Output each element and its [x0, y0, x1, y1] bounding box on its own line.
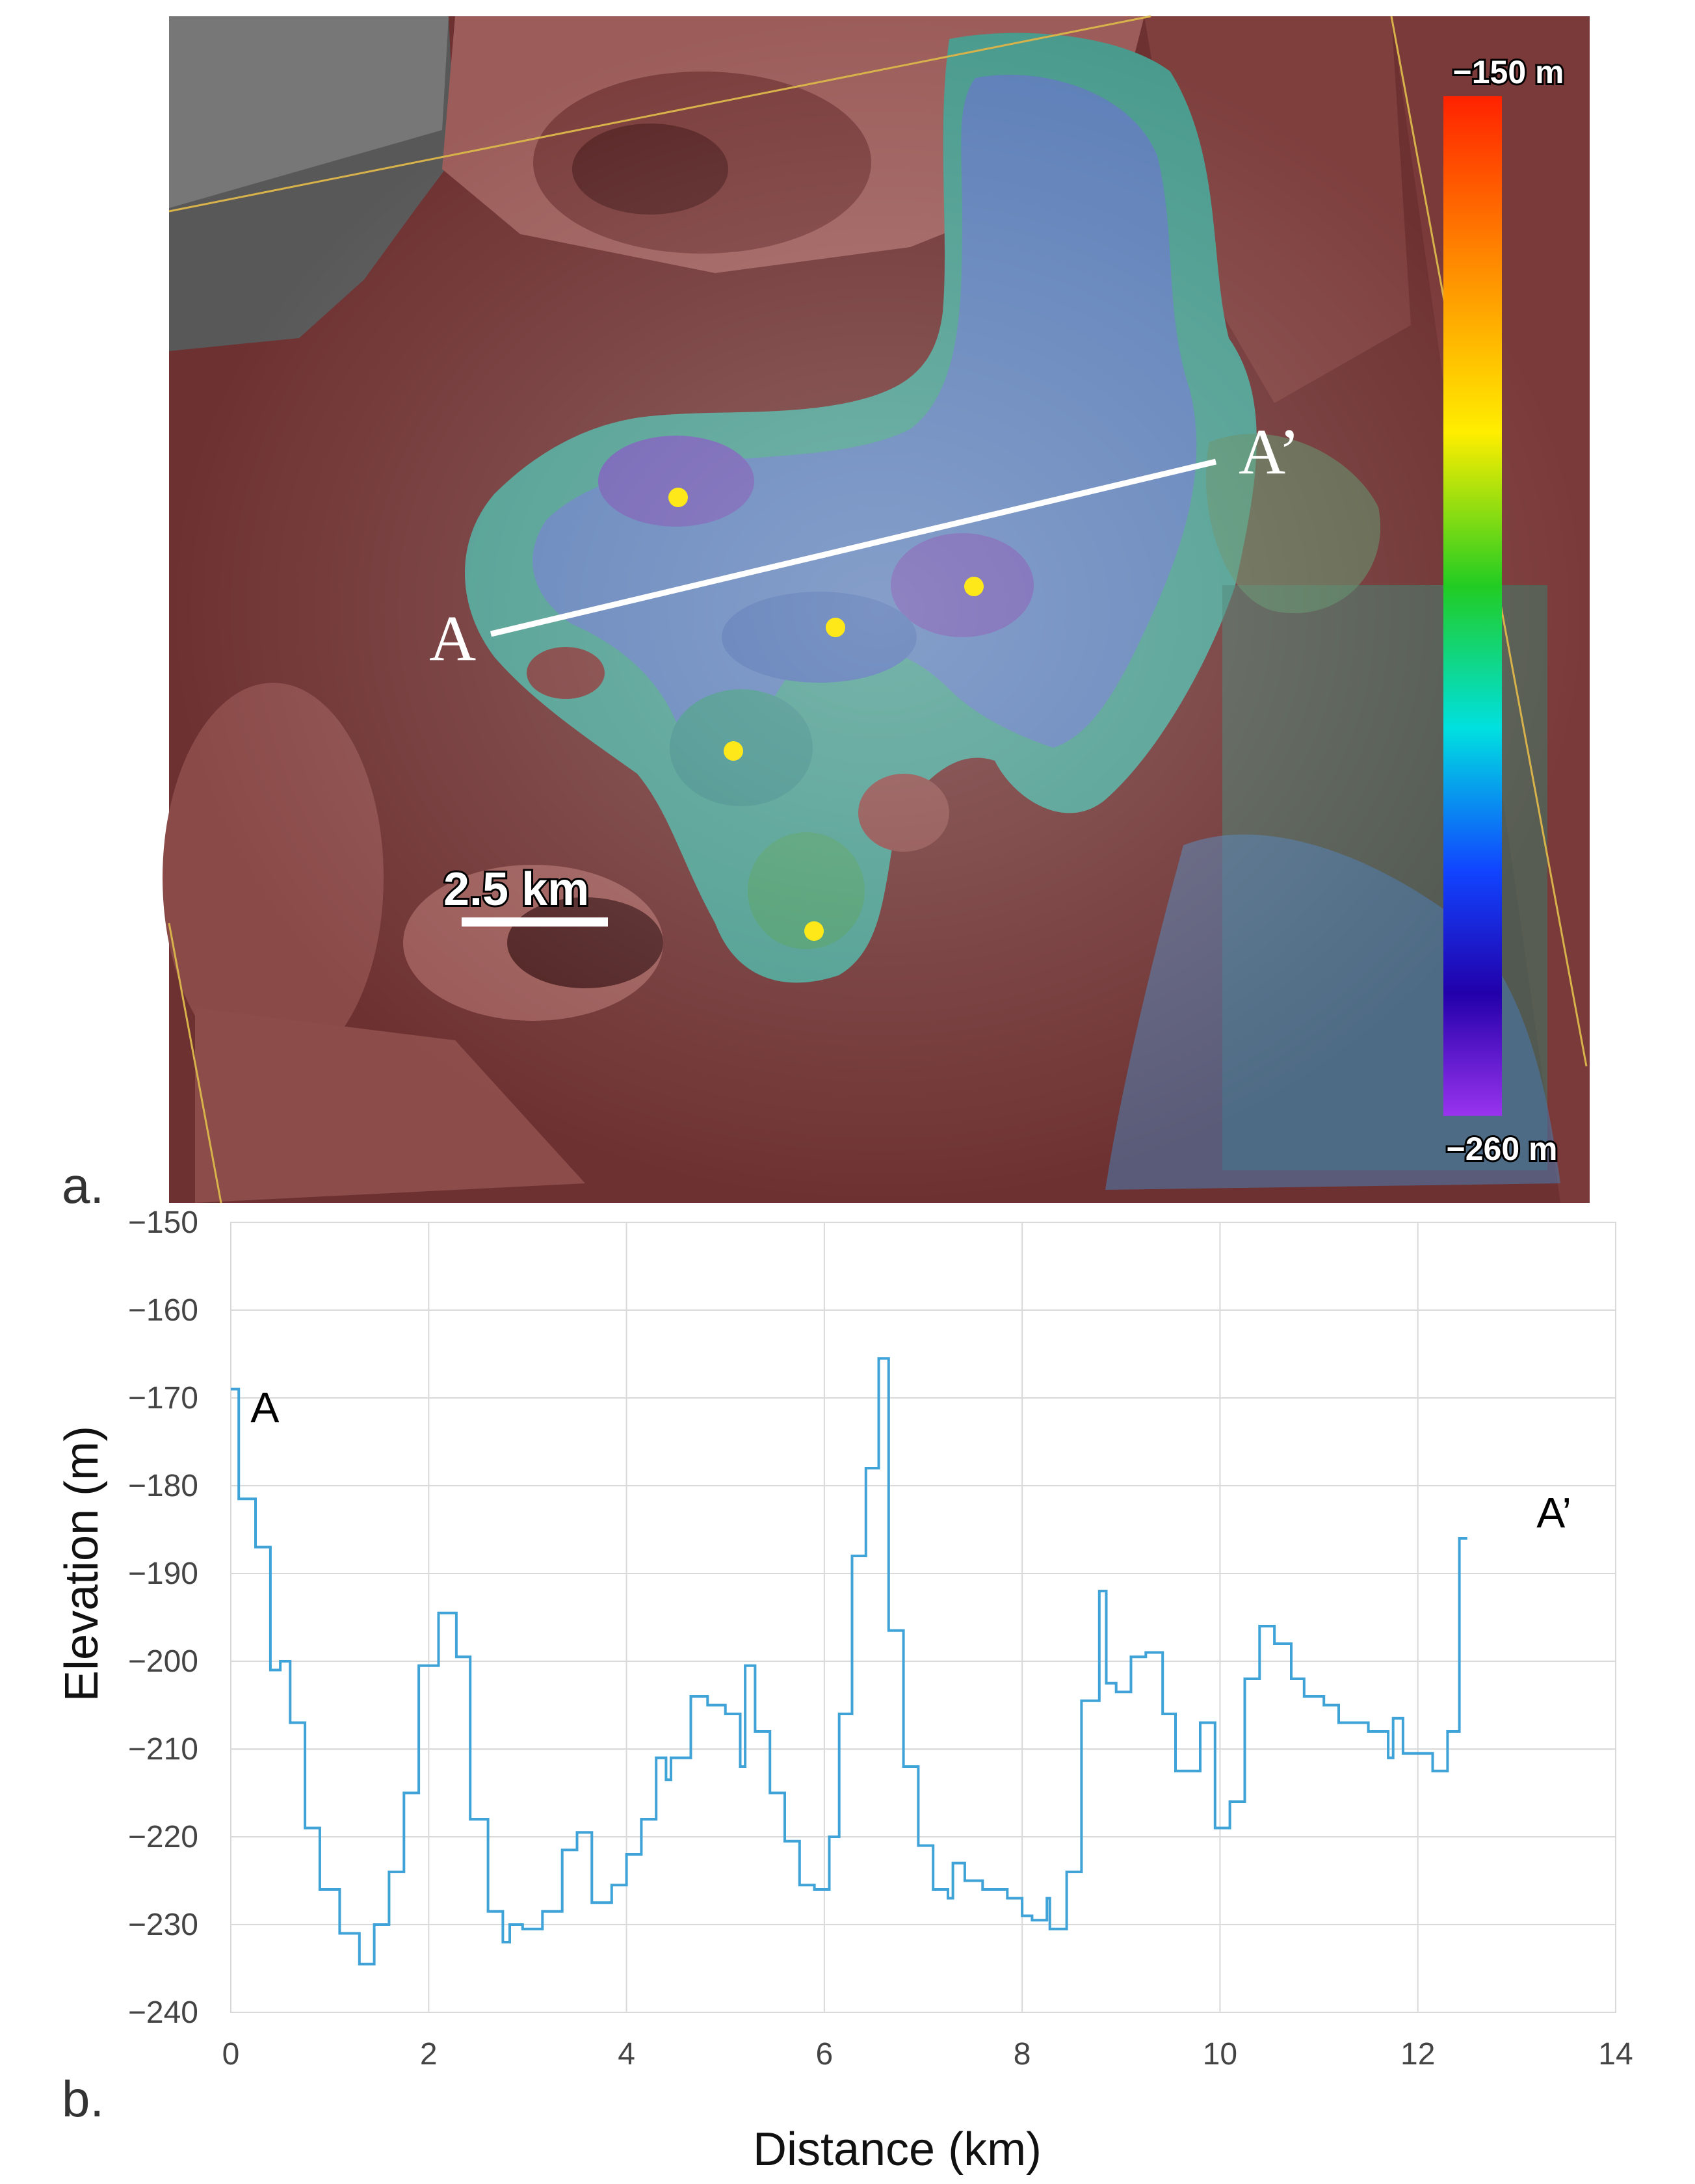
panel-a-letter: a.	[62, 1157, 104, 1214]
y-tick-label: −240	[128, 1995, 198, 2030]
y-tick-label: −200	[128, 1644, 198, 1679]
profile-line	[490, 458, 1217, 637]
colorbar	[1443, 96, 1502, 1116]
marker-dot	[964, 577, 984, 596]
y-tick-label: −190	[128, 1557, 198, 1591]
markers	[668, 488, 984, 941]
elevation-map-panel: −150 m −260 m A A’ 2.5 km a.	[62, 15, 1590, 1214]
colorbar-top-label: −150 m	[1453, 54, 1564, 90]
x-tick-label: 8	[1014, 2037, 1031, 2072]
profile-point-label: A’	[1536, 1489, 1571, 1537]
x-tick-label: 0	[222, 2037, 240, 2072]
plot-area-border	[230, 1222, 1616, 2013]
marker-dot	[724, 741, 743, 761]
chart-ticks: −150−160−170−180−190−200−210−220−230−240…	[128, 1205, 1633, 2072]
x-tick-label: 14	[1598, 2037, 1633, 2072]
y-tick-label: −180	[128, 1469, 198, 1503]
colorbar-bottom-label: −260 m	[1447, 1131, 1558, 1167]
chart-annotations: A A’	[250, 1384, 1571, 1537]
profile-series-line	[231, 1357, 1467, 1966]
marker-dot	[668, 488, 688, 507]
y-axis-title: Elevation (m)	[56, 1426, 108, 1702]
profile-end-label: A’	[1239, 415, 1300, 488]
y-tick-label: −210	[128, 1732, 198, 1767]
y-tick-label: −160	[128, 1293, 198, 1328]
y-tick-label: −230	[128, 1908, 198, 1942]
y-tick-label: −170	[128, 1381, 198, 1415]
chart-grid	[230, 1222, 1616, 2013]
frame-edge-top	[168, 15, 1151, 213]
profile-start-label: A	[429, 602, 476, 674]
marker-dot	[804, 921, 824, 941]
scale-bar-label: 2.5 km	[443, 863, 589, 915]
x-tick-label: 2	[420, 2037, 438, 2072]
frame-edge-left	[168, 923, 222, 1204]
x-tick-label: 4	[618, 2037, 635, 2072]
x-tick-label: 6	[816, 2037, 834, 2072]
profile-point-label: A	[250, 1384, 279, 1432]
elevation-overlay	[169, 16, 1590, 1203]
x-axis-title: Distance (km)	[753, 2124, 1042, 2176]
panel-b-letter: b.	[62, 2070, 104, 2127]
x-tick-label: 12	[1400, 2037, 1435, 2072]
x-tick-label: 10	[1203, 2037, 1237, 2072]
y-tick-label: −220	[128, 1820, 198, 1854]
marker-dot	[826, 618, 845, 637]
